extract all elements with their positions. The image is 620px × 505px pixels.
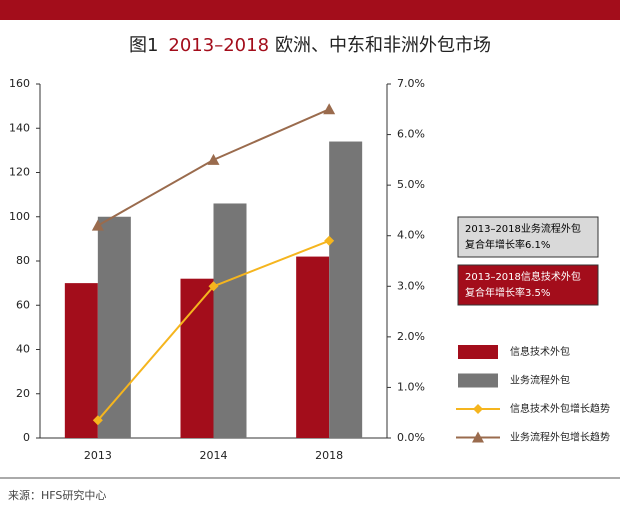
bar bbox=[213, 203, 247, 438]
bar bbox=[180, 278, 214, 438]
annotation-box bbox=[457, 216, 599, 258]
chart-title: 图1 2013–2018 欧洲、中东和非洲外包市场 bbox=[129, 35, 491, 56]
legend-swatch bbox=[458, 373, 498, 388]
y-tick-label: 140 bbox=[9, 121, 30, 134]
y-tick-label: 60 bbox=[16, 298, 30, 311]
y2-tick-label: 3.0% bbox=[397, 279, 425, 292]
x-tick-label: 2014 bbox=[200, 449, 228, 462]
y2-tick-label: 5.0% bbox=[397, 178, 425, 191]
legend-label: 信息技术外包 bbox=[510, 345, 570, 358]
annotation-text: 2013–2018信息技术外包 bbox=[465, 270, 581, 283]
y-tick-label: 0 bbox=[23, 431, 30, 444]
x-tick-label: 2018 bbox=[315, 449, 343, 462]
bar bbox=[97, 216, 131, 438]
legend-marker bbox=[473, 404, 483, 414]
marker bbox=[91, 219, 104, 231]
annotation-text: 2013–2018业务流程外包 bbox=[465, 222, 581, 235]
marker bbox=[207, 153, 220, 165]
source: 来源：HFS研究中心 bbox=[8, 488, 106, 502]
y-tick-label: 20 bbox=[16, 387, 30, 400]
annotation-text: 复合年增长率3.5% bbox=[465, 286, 550, 299]
y2-tick-label: 7.0% bbox=[397, 77, 425, 90]
legend-label: 业务流程外包增长趋势 bbox=[510, 431, 610, 444]
marker bbox=[324, 235, 335, 246]
y-tick-label: 40 bbox=[16, 343, 30, 356]
bar bbox=[64, 283, 98, 438]
marker bbox=[92, 415, 103, 426]
y2-tick-label: 2.0% bbox=[397, 330, 425, 343]
annotation-box bbox=[457, 264, 599, 306]
bar bbox=[296, 256, 330, 438]
y2-tick-label: 6.0% bbox=[397, 128, 425, 141]
y-tick-label: 80 bbox=[16, 254, 30, 267]
y2-tick-label: 4.0% bbox=[397, 229, 425, 242]
annotation-text: 复合年增长率6.1% bbox=[465, 238, 550, 251]
y-tick-label: 100 bbox=[9, 210, 30, 223]
title-part: 图1 bbox=[129, 35, 158, 56]
legend-label: 业务流程外包 bbox=[510, 374, 570, 387]
title-part: 欧洲、中东和非洲外包市场 bbox=[275, 35, 491, 56]
marker bbox=[323, 103, 336, 115]
y-tick-label: 120 bbox=[9, 166, 30, 179]
legend-swatch bbox=[458, 345, 498, 359]
marker bbox=[208, 281, 219, 292]
legend-label: 信息技术外包增长趋势 bbox=[510, 402, 610, 415]
y2-tick-label: 1.0% bbox=[397, 380, 425, 393]
bar bbox=[329, 141, 363, 438]
legend-marker bbox=[472, 431, 484, 443]
title-part: 2013–2018 bbox=[168, 35, 269, 56]
x-tick-label: 2013 bbox=[84, 449, 112, 462]
y-tick-label: 160 bbox=[9, 77, 30, 90]
header-band bbox=[0, 0, 620, 20]
y2-tick-label: 0.0% bbox=[397, 431, 425, 444]
